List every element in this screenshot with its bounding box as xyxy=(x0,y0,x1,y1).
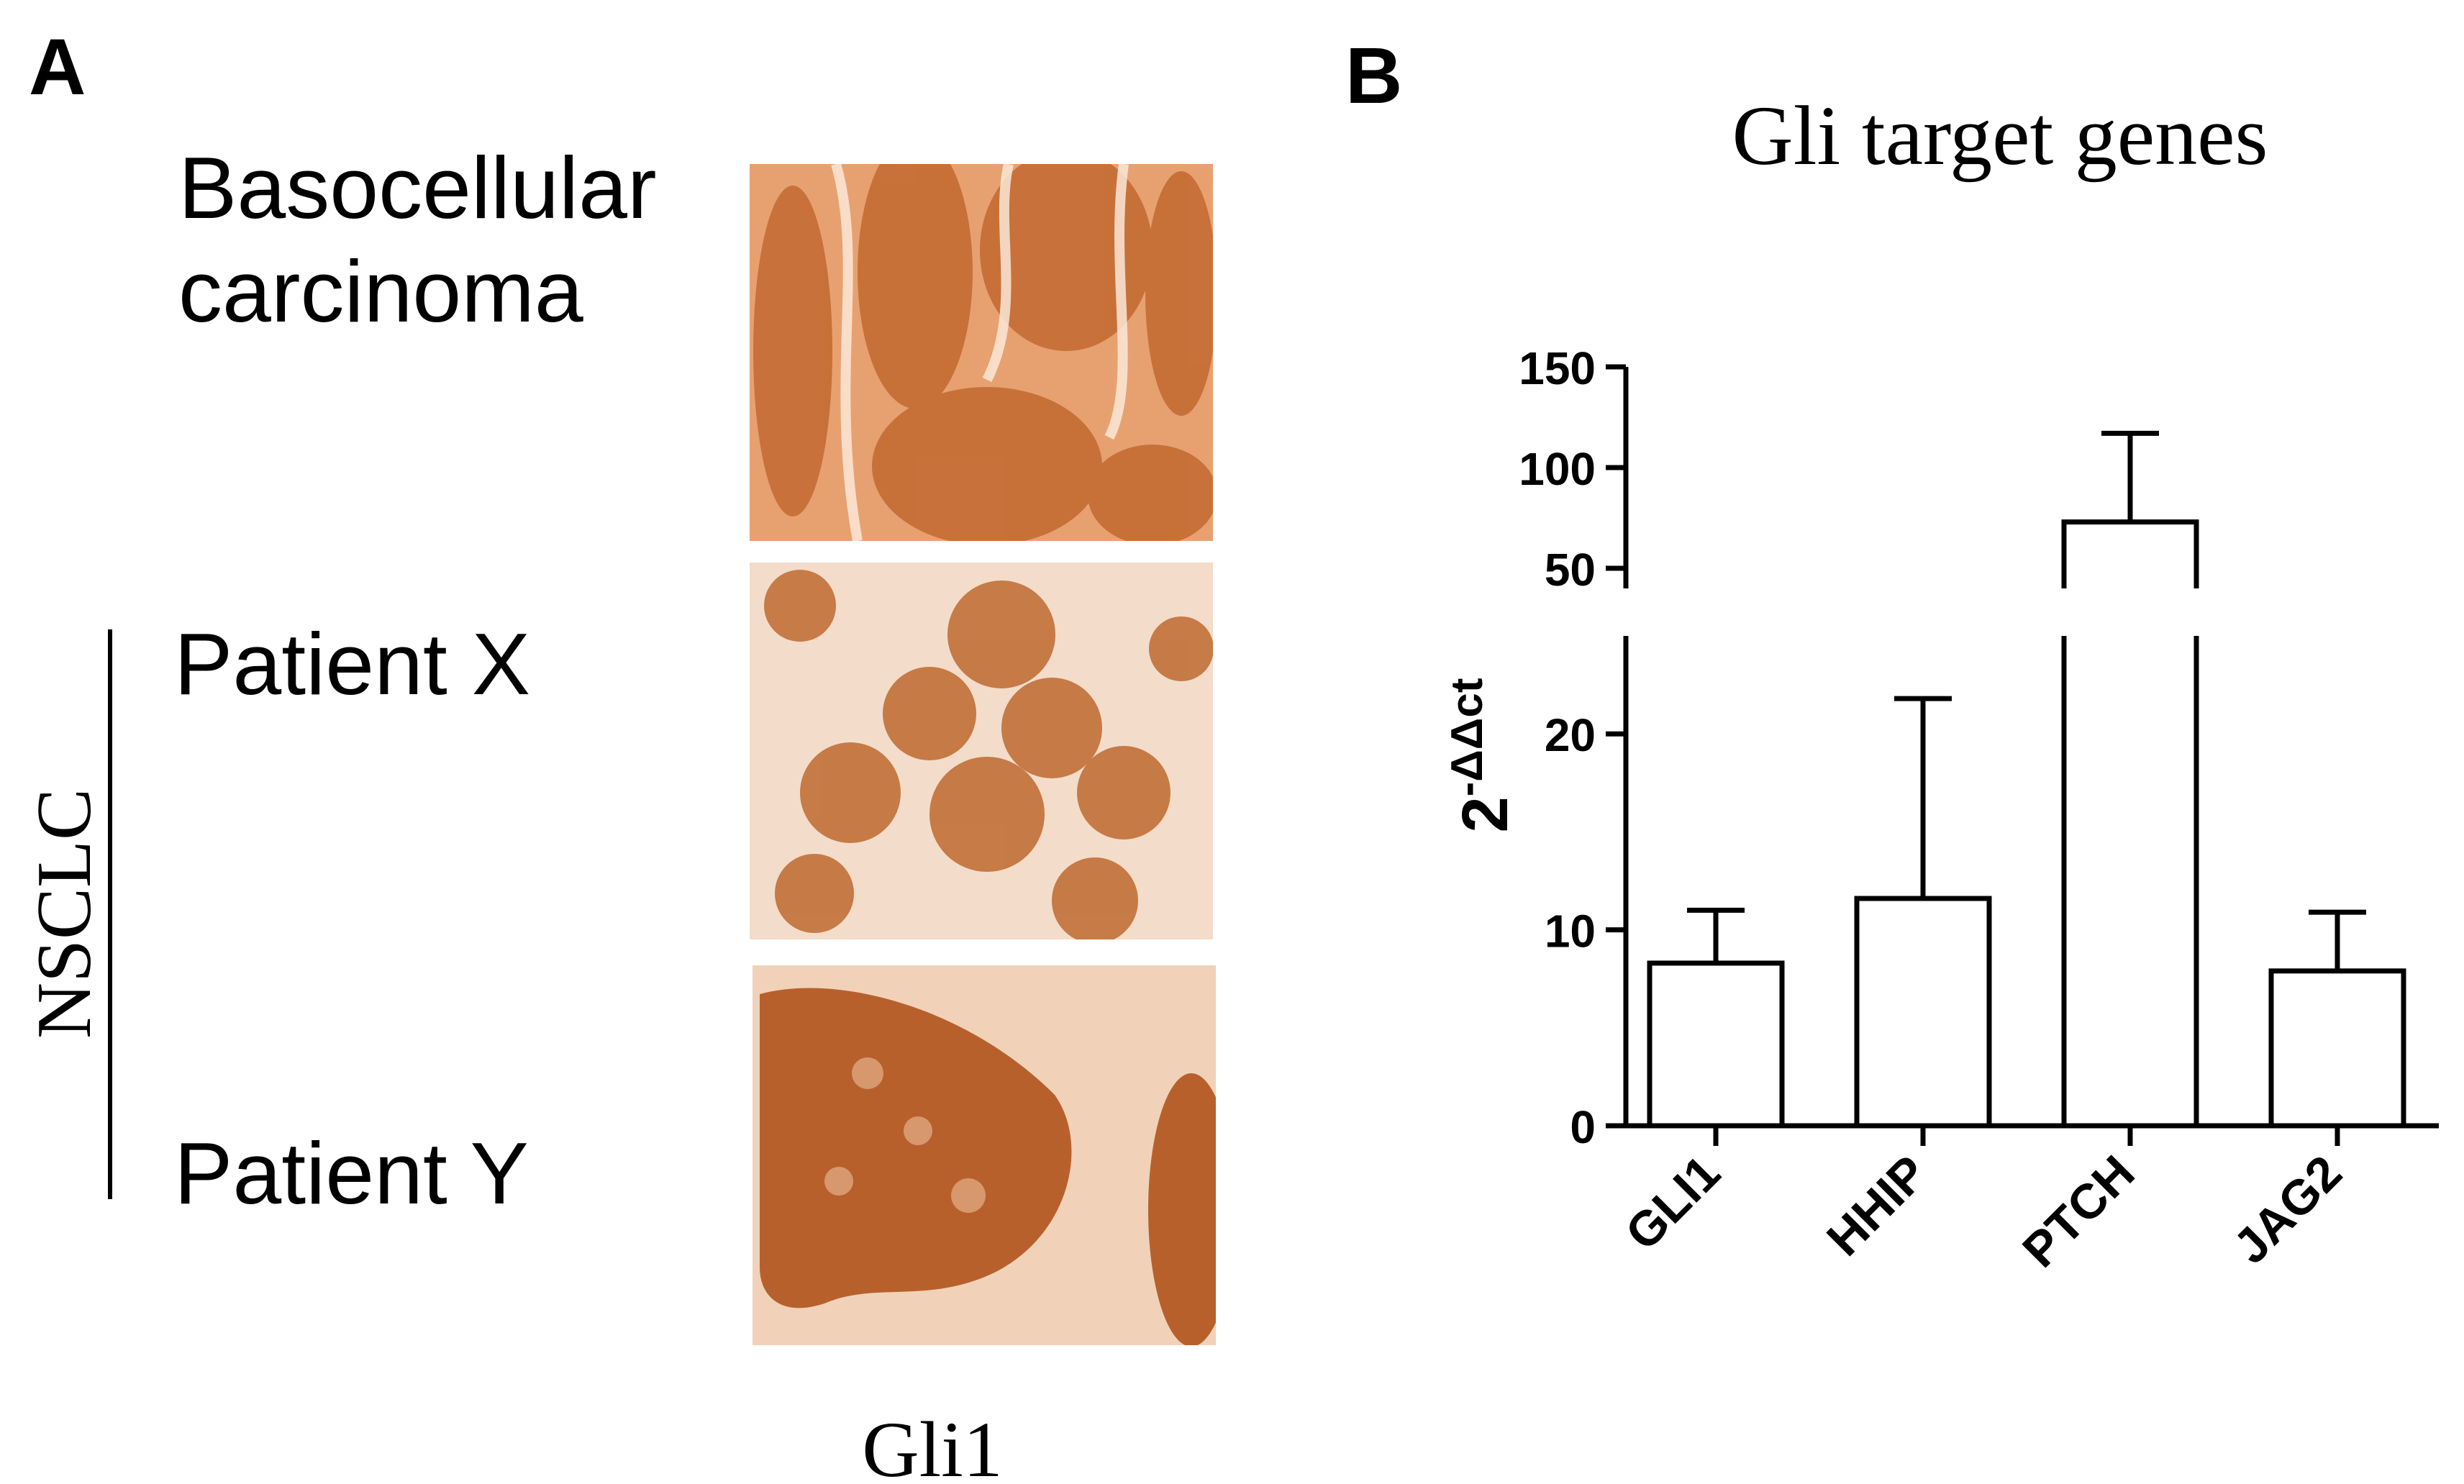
x-tick-label: JAG2 xyxy=(2223,1145,2352,1274)
x-tick-label: PTCH xyxy=(2012,1145,2145,1278)
stain-label: Gli1 xyxy=(862,1406,1003,1484)
row-label-basocellular-line1: Basocellular xyxy=(178,139,657,237)
y-tick-label: 100 xyxy=(1519,443,1596,495)
chart-labels: 0 10 20 50 100 150 GLI1 HHIP PTCH JAG2 xyxy=(1519,342,2352,1278)
row-label-patient-y: Patient Y xyxy=(174,1124,529,1222)
basocellular-carcinoma-ihc-image xyxy=(750,164,1213,541)
y-axis-label-base: 2 xyxy=(1450,796,1522,832)
nsclc-bracket-line xyxy=(108,629,112,1199)
panel-b-letter: B xyxy=(1345,32,1403,120)
y-tick-label: 20 xyxy=(1545,709,1596,761)
chart-title: Gli target genes xyxy=(1732,88,2268,183)
bar-hhip xyxy=(1854,896,1992,1129)
panel-a-letter: A xyxy=(29,23,86,111)
y-tick-label: 50 xyxy=(1545,544,1596,596)
y-tick-label: 10 xyxy=(1545,906,1596,957)
row-label-basocellular: Basocellular carcinoma xyxy=(178,137,657,344)
bar-jag2 xyxy=(2268,968,2406,1129)
bar-gli1 xyxy=(1647,960,1785,1129)
patient-y-ihc-image xyxy=(753,965,1216,1345)
y-axis-label: 2-ΔΔct xyxy=(1442,678,1522,833)
patient-x-ihc-image xyxy=(750,563,1213,939)
y-axis-label-superscript: -ΔΔct xyxy=(1442,678,1492,797)
chart-bars xyxy=(1647,430,2406,1129)
row-label-basocellular-line2: carcinoma xyxy=(178,242,583,340)
bar-ptch-upper xyxy=(2061,519,2199,588)
x-tick-label: GLI1 xyxy=(1615,1145,1731,1261)
row-label-patient-x: Patient X xyxy=(174,615,531,713)
x-tick-label: HHIP xyxy=(1817,1145,1938,1267)
y-tick-label: 150 xyxy=(1519,342,1596,394)
y-tick-label: 0 xyxy=(1570,1101,1596,1153)
